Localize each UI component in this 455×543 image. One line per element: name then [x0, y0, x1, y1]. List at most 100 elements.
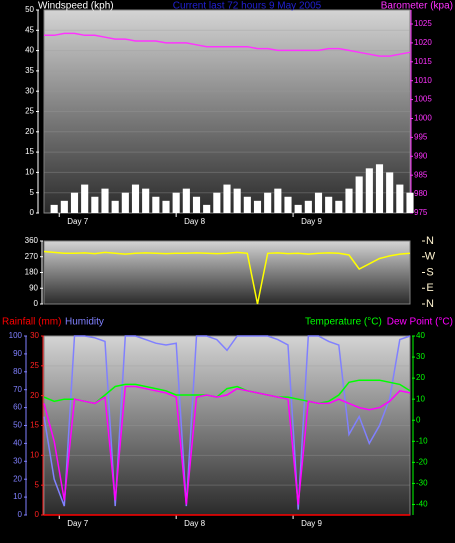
- bar: [304, 200, 312, 213]
- bar: [213, 192, 221, 213]
- series-line: [43, 379, 411, 405]
- bar: [264, 192, 272, 213]
- bar: [386, 172, 394, 213]
- y2-tick-label: 30: [416, 352, 425, 361]
- y2-tick-label: W: [425, 251, 436, 263]
- y2-tick-label: 1015: [414, 57, 432, 66]
- bar: [223, 184, 231, 213]
- y-tick-label: 15: [30, 421, 39, 430]
- bar: [91, 196, 99, 213]
- y2-tick-label: 40: [416, 331, 425, 340]
- bar: [396, 184, 404, 213]
- y3-tick-label: 40: [13, 439, 22, 448]
- y2-tick-label: 995: [414, 133, 428, 142]
- bar: [81, 184, 89, 213]
- bar: [203, 204, 211, 213]
- y-tick-label: 0: [30, 208, 35, 217]
- bar: [131, 184, 140, 213]
- bar: [162, 200, 170, 213]
- y-tick-label: 10: [30, 450, 39, 459]
- bar: [142, 188, 150, 213]
- y-tick-label: 0: [35, 510, 40, 519]
- y2-tick-label: S: [426, 266, 433, 278]
- x-tick-label: Day 8: [184, 217, 205, 226]
- bar: [406, 192, 414, 213]
- legend-entry: Temperature (°C): [305, 317, 382, 328]
- y2-tick-label: 980: [414, 189, 428, 198]
- bar: [101, 188, 109, 213]
- y3-tick-label: 90: [13, 349, 22, 358]
- bar: [274, 188, 282, 213]
- legend-entry: Rainfall (mm): [2, 317, 61, 328]
- y2-tick-label: 10: [416, 394, 425, 403]
- y2-tick-label: 1020: [414, 38, 432, 47]
- x-tick-label: Day 7: [67, 519, 88, 528]
- bar: [325, 196, 333, 213]
- y2-tick-label: -30: [416, 479, 428, 488]
- y3-tick-label: 70: [13, 385, 22, 394]
- y2-tick-label: 20: [416, 373, 425, 382]
- plot-area: [43, 9, 411, 214]
- bar: [121, 192, 129, 213]
- y-tick-label: 20: [30, 391, 39, 400]
- y-tick-label: 35: [25, 66, 34, 75]
- y2-tick-label: 1010: [414, 76, 432, 85]
- y2-tick-label: 1025: [414, 19, 432, 28]
- bar: [111, 200, 119, 213]
- bar: [375, 164, 384, 213]
- y-tick-label: 40: [25, 46, 34, 55]
- y-tick-label: 0: [34, 299, 39, 308]
- bar: [50, 204, 58, 213]
- x-tick-label: Day 7: [67, 217, 88, 226]
- y-tick-label: 25: [25, 107, 34, 116]
- y-tick-label: 5: [35, 480, 40, 489]
- bar: [172, 192, 180, 213]
- y2-tick-label: -20: [416, 457, 428, 466]
- y-tick-label: 15: [25, 147, 34, 156]
- y-tick-label: 50: [25, 5, 34, 14]
- y-tick-label: 270: [25, 252, 39, 261]
- y3-tick-label: 60: [13, 403, 22, 412]
- y-tick-label: 25: [30, 361, 39, 370]
- y2-tick-label: -40: [416, 500, 428, 509]
- legend-entry: Barometer (kpa): [381, 1, 453, 12]
- series-line: [43, 250, 411, 305]
- y-tick-label: 5: [30, 188, 35, 197]
- y2-tick-label: 975: [414, 208, 428, 217]
- plot-area: [43, 335, 411, 516]
- y-tick-label: 45: [25, 25, 34, 34]
- y-tick-label: 30: [25, 86, 34, 95]
- y3-tick-label: 0: [18, 510, 23, 519]
- y2-tick-label: N: [426, 298, 434, 310]
- y3-tick-label: 50: [13, 421, 22, 430]
- legend-entry: Humidity: [65, 317, 104, 328]
- y-tick-label: 10: [25, 168, 34, 177]
- bar: [243, 196, 251, 213]
- y2-tick-label: -10: [416, 436, 428, 445]
- bar: [314, 192, 323, 213]
- y-tick-label: 90: [29, 283, 38, 292]
- y3-tick-label: 100: [9, 331, 23, 340]
- plot-area: [43, 240, 411, 305]
- bar: [152, 196, 160, 213]
- chart-title: Current last 72 hours 9 May 2005: [173, 1, 322, 12]
- y2-tick-label: 1000: [414, 114, 432, 123]
- bar: [365, 168, 373, 213]
- x-tick-label: Day 9: [301, 217, 322, 226]
- legend-entry: Dew Point (°C): [387, 317, 453, 328]
- bar: [192, 196, 201, 213]
- x-tick-label: Day 8: [184, 519, 205, 528]
- y2-tick-label: 0: [416, 415, 421, 424]
- y-tick-label: 180: [25, 268, 39, 277]
- x-tick-label: Day 9: [301, 519, 322, 528]
- y-tick-label: 20: [25, 127, 34, 136]
- y2-tick-label: 1005: [414, 95, 432, 104]
- y3-tick-label: 10: [13, 492, 22, 501]
- y2-tick-label: N: [426, 235, 434, 247]
- series-line: [43, 385, 411, 505]
- y2-tick-label: 990: [414, 151, 428, 160]
- bar: [60, 200, 68, 213]
- y3-tick-label: 30: [13, 456, 22, 465]
- bar: [70, 192, 79, 213]
